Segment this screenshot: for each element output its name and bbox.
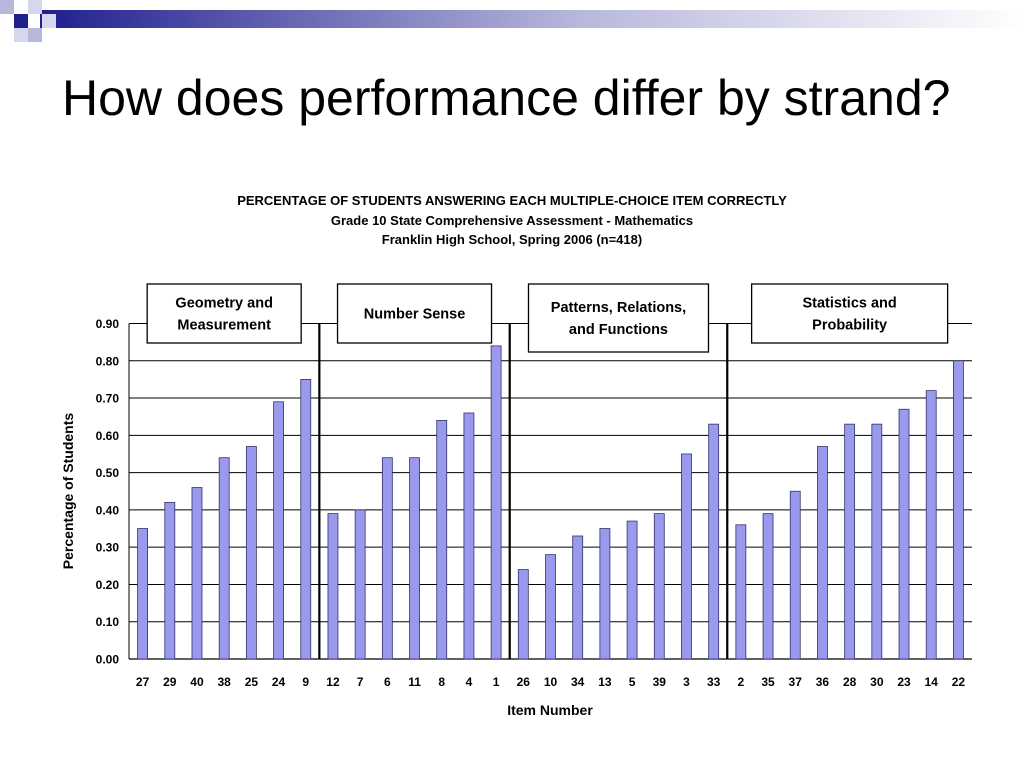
bar — [953, 360, 964, 660]
bar — [354, 509, 366, 660]
group-label: Probability — [812, 318, 887, 334]
x-tick-label: 10 — [544, 675, 558, 689]
x-tick-label: 29 — [163, 675, 177, 689]
x-tick-label: 30 — [870, 675, 884, 689]
deco-square — [14, 28, 28, 42]
bar — [817, 446, 828, 660]
x-tick-label: 27 — [136, 675, 150, 689]
deco-square — [28, 28, 42, 42]
deco-square — [14, 14, 28, 28]
x-axis-label: Item Number — [507, 702, 593, 718]
deco-square — [28, 0, 42, 14]
chart-subtitle: Grade 10 State Comprehensive Assessment … — [330, 212, 694, 228]
bar — [762, 513, 774, 660]
x-tick-label: 22 — [952, 675, 966, 689]
x-tick-label: 24 — [272, 675, 286, 689]
bar — [409, 457, 420, 660]
bar — [218, 457, 230, 660]
chart-header: PERCENTAGE OF STUDENTS ANSWERING EACH MU… — [100, 191, 924, 250]
x-tick-label: 14 — [925, 675, 939, 689]
x-tick-label: 5 — [629, 675, 636, 689]
x-tick-label: 9 — [302, 675, 309, 689]
group-label-box — [750, 283, 949, 344]
y-tick-label: 0.70 — [96, 392, 120, 406]
x-tick-label: 3 — [683, 675, 690, 689]
bar — [327, 513, 339, 660]
x-tick-label: 4 — [466, 675, 473, 689]
y-tick-label: 0.20 — [96, 578, 120, 592]
bar — [599, 528, 611, 660]
x-tick-label: 25 — [245, 675, 259, 689]
deco-square — [0, 0, 14, 14]
y-tick-label: 0.80 — [96, 354, 120, 368]
x-tick-label: 38 — [217, 675, 231, 689]
x-tick-label: 40 — [190, 675, 204, 689]
bar — [245, 446, 257, 660]
y-tick-label: 0.30 — [96, 541, 120, 555]
title-decoration — [0, 0, 1024, 42]
bar — [789, 490, 801, 660]
group-label-box — [336, 283, 493, 344]
x-tick-label: 7 — [357, 675, 364, 689]
bar — [844, 423, 856, 660]
bar — [925, 390, 937, 660]
group-label: Measurement — [177, 318, 271, 334]
slide-title: How does performance differ by strand? — [62, 70, 951, 126]
bar — [137, 528, 148, 660]
y-tick-label: 0.10 — [96, 615, 120, 629]
bar — [572, 535, 584, 660]
bar — [517, 569, 529, 660]
group-label: Geometry and — [175, 296, 273, 312]
group-label: Patterns, Relations, — [551, 300, 686, 316]
x-tick-label: 11 — [408, 675, 421, 689]
bar — [898, 408, 910, 660]
x-tick-label: 33 — [707, 675, 721, 689]
bar — [871, 423, 883, 660]
group-label-box — [146, 283, 302, 344]
x-tick-label: 8 — [438, 675, 445, 689]
x-tick-label: 6 — [384, 675, 391, 689]
y-tick-label: 0.40 — [96, 503, 120, 517]
gradient-band — [40, 10, 1024, 28]
bar — [626, 520, 638, 660]
x-tick-label: 28 — [843, 675, 857, 689]
y-tick-label: 0.50 — [96, 466, 120, 480]
bar — [273, 401, 284, 660]
group-label: Statistics and — [802, 296, 896, 312]
y-tick-label: 0.60 — [96, 429, 120, 443]
chart-title: PERCENTAGE OF STUDENTS ANSWERING EACH MU… — [237, 193, 787, 208]
group-label: and Functions — [569, 322, 668, 338]
x-tick-label: 26 — [517, 675, 531, 689]
y-tick-label: 0.00 — [96, 653, 120, 667]
y-tick-label: 0.90 — [96, 317, 120, 331]
x-tick-label: 1 — [493, 675, 500, 689]
x-tick-label: 35 — [761, 675, 775, 689]
bar — [681, 453, 692, 660]
x-tick-label: 39 — [653, 675, 667, 689]
x-tick-label: 13 — [598, 675, 612, 689]
bar — [164, 502, 176, 660]
bar — [545, 554, 556, 660]
x-tick-label: 2 — [738, 675, 745, 689]
bar — [300, 379, 312, 660]
x-tick-label: 36 — [816, 675, 830, 689]
bar — [735, 524, 747, 660]
x-tick-label: 37 — [789, 675, 803, 689]
deco-square — [42, 14, 56, 28]
bar — [436, 420, 448, 660]
bar — [463, 412, 475, 660]
bar — [490, 345, 502, 660]
bar — [381, 457, 393, 660]
x-tick-label: 34 — [571, 675, 585, 689]
group-label-box — [527, 283, 710, 353]
group-label: Number Sense — [364, 307, 466, 323]
bar — [191, 487, 203, 660]
x-tick-label: 12 — [326, 675, 340, 689]
x-tick-label: 23 — [897, 675, 911, 689]
y-axis-label: Percentage of Students — [60, 413, 76, 570]
bar — [708, 423, 720, 660]
chart-subtitle-2: Franklin High School, Spring 2006 (n=418… — [381, 232, 643, 247]
bar — [653, 513, 665, 660]
